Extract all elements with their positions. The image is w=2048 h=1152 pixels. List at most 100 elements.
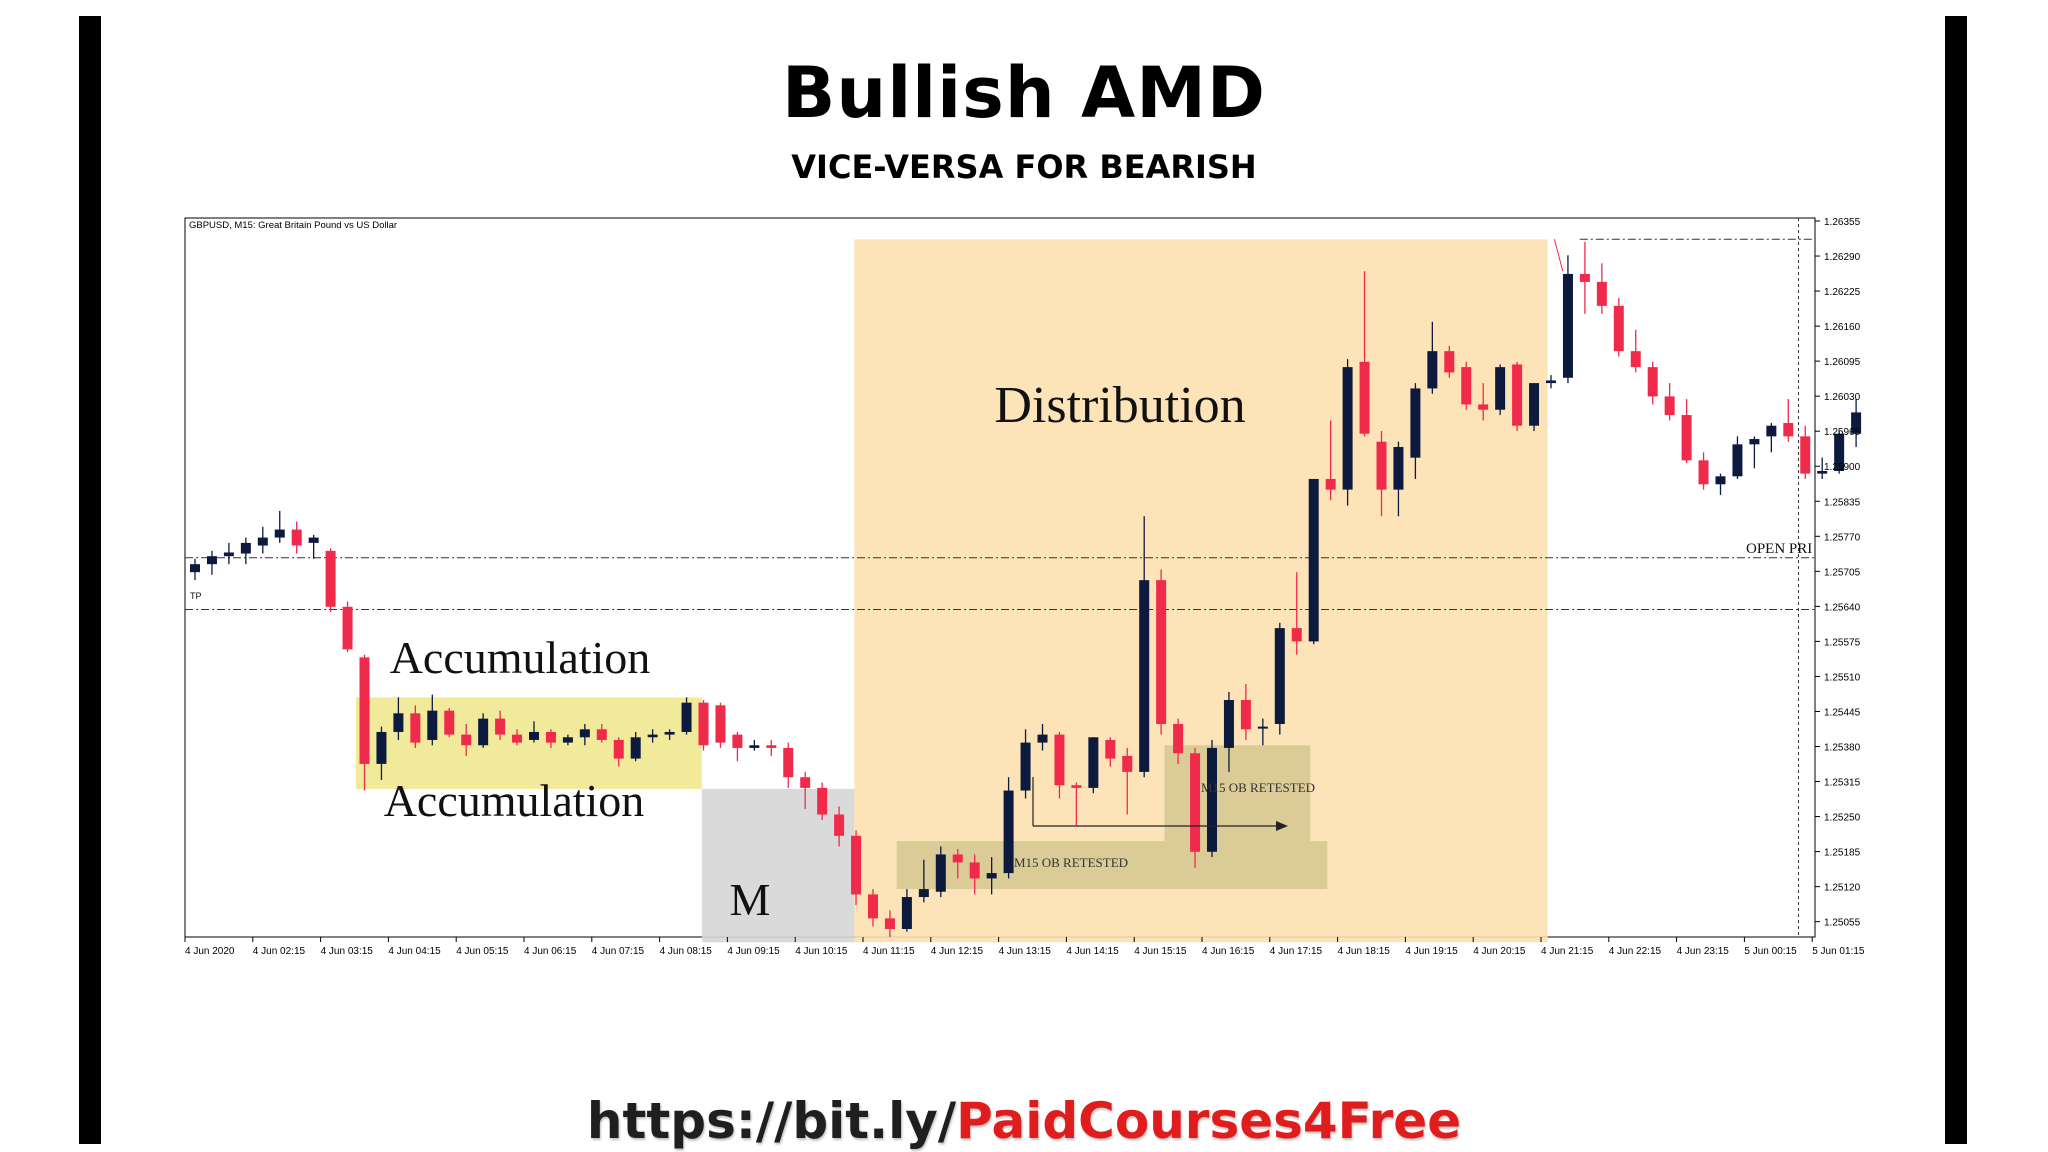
candle-body [1223,699,1234,748]
candle-body [749,745,760,748]
y-tick-label: 1.25055 [1824,918,1861,929]
candle-body [681,702,692,732]
y-tick-label: 1.25445 [1824,707,1861,718]
y-tick-label: 1.25510 [1824,672,1861,683]
x-tick-label: 4 Jun 05:15 [456,946,509,957]
candle-body [1190,753,1201,852]
x-tick-label: 4 Jun 23:15 [1677,946,1730,957]
candle-body [783,747,794,778]
candle-body [1240,699,1251,730]
y-tick-label: 1.26030 [1824,392,1861,403]
y-tick-label: 1.26095 [1824,357,1861,368]
candle-body [1376,441,1387,490]
candle-body [766,745,777,748]
axis-layer: 1.26355 1.26290 1.26225 1.26160 1.26095 1.260… [184,217,1865,957]
x-tick-label: 4 Jun 07:15 [592,946,645,957]
candle-body [901,897,912,930]
x-tick-label: 4 Jun 17:15 [1270,946,1323,957]
candle-body [308,537,319,543]
candle-body [935,854,946,892]
candle-body [1630,351,1641,368]
page-subtitle: VICE-VERSA FOR BEARISH [791,148,1257,186]
candle-body [1783,423,1794,437]
candle-body [1427,351,1438,389]
promo-link[interactable]: https://bit.ly/PaidCourses4Free [0,1092,2048,1150]
y-tick-label: 1.25185 [1824,848,1861,859]
candle-body [698,702,709,746]
candle-body [868,894,878,919]
x-tick-label: 4 Jun 11:15 [863,946,915,957]
candle-body [884,918,895,930]
symbol-label: GBPUSD, M15: Great Britain Pound vs US D… [189,220,397,231]
candle-body [1715,476,1726,485]
label-open-price: OPEN PRI [1746,541,1812,557]
candle-body [359,657,370,764]
x-tick-label: 4 Jun 10:15 [795,946,848,957]
candle-body [1800,436,1811,474]
candle-body [986,873,997,879]
x-tick-label: 4 Jun 15:15 [1134,946,1187,957]
candle-body [664,731,675,735]
levels-layer [185,218,1815,937]
candle-body [1257,726,1268,729]
candles-layer [190,241,1862,937]
candle-body [1834,433,1845,471]
candle-body [291,529,302,546]
candle-body [579,729,590,738]
candle-body [1664,396,1675,416]
candle-body [342,606,353,650]
x-tick-label: 4 Jun 18:15 [1338,946,1391,957]
candle-body [952,854,963,863]
candle-body [1173,723,1184,754]
candle-body [596,729,607,740]
candle-body [1088,737,1099,788]
candle-body [190,564,200,573]
candle-body [1308,478,1319,642]
y-tick-label: 1.25315 [1824,778,1861,789]
y-tick-label: 1.25965 [1824,427,1861,438]
zone-m [701,788,855,943]
candle-body [918,889,929,898]
candle-body [1054,734,1065,786]
label-ob-lower: M15 OB RETESTED [1014,855,1128,870]
candle-body [478,718,489,746]
candle-body [325,550,336,607]
y-tick-label: 1.26355 [1824,217,1861,228]
x-tick-label: 4 Jun 08:15 [660,946,713,957]
candle-body [1444,351,1455,373]
y-tick-label: 1.26225 [1824,287,1861,298]
right-frame-bar [1945,16,1967,1144]
candle-body [1495,367,1506,410]
x-tick-label: 4 Jun 06:15 [524,946,577,957]
candle-body [647,734,658,738]
label-ob-upper: M15 OB RETESTED [1201,780,1315,795]
link-highlight: PaidCourses4Free [956,1092,1462,1150]
candle-body [1647,367,1658,397]
y-tick-label: 1.25380 [1824,742,1861,753]
candle-body [800,777,811,788]
candle-body [1003,790,1014,874]
label-accumulation-top: Accumulation [390,632,651,683]
candle-body [206,556,217,565]
y-tick-label: 1.26290 [1824,252,1861,263]
candle-body [1766,425,1777,437]
candle-body [613,739,624,759]
candle-body [1156,580,1167,724]
x-tick-label: 5 Jun 00:15 [1744,946,1797,957]
candle-body [1613,305,1624,352]
y-tick-label: 1.25900 [1824,462,1861,473]
x-tick-label: 4 Jun 03:15 [321,946,374,957]
y-tick-label: 1.25575 [1824,637,1861,648]
candle-body [495,718,506,735]
y-tick-label: 1.26160 [1824,322,1861,333]
candle-body [1410,388,1421,458]
candle-body [1071,785,1082,788]
candle-body [732,734,743,748]
candle-body [1020,742,1031,791]
candle-body [1512,364,1523,426]
candle-body [715,705,726,743]
candle-body [1732,444,1743,477]
candle-body [1359,361,1370,434]
candle-body [1749,439,1760,445]
candle-body [545,731,556,743]
